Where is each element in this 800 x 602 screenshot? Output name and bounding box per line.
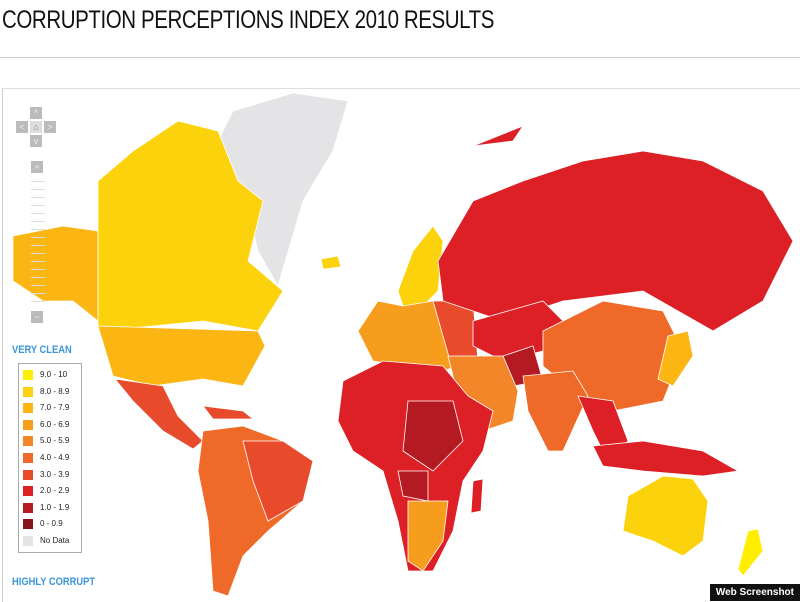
legend-item-label: No Data: [40, 536, 70, 545]
pan-right-button[interactable]: >: [44, 121, 56, 133]
zoom-slider-tick[interactable]: [31, 269, 45, 270]
divider: [0, 57, 800, 58]
region-southern-africa[interactable]: [407, 500, 449, 572]
region-central-africa[interactable]: [402, 400, 464, 472]
legend-swatch: [23, 403, 33, 414]
zoom-slider-tick[interactable]: [31, 189, 45, 190]
zoom-slider-tick[interactable]: [31, 181, 45, 182]
legend-item-label: 1.0 - 1.9: [40, 502, 70, 512]
legend-swatch: [23, 536, 33, 546]
region-india[interactable]: [522, 370, 589, 452]
region-indonesia[interactable]: [592, 440, 740, 477]
zoom-slider-tick[interactable]: [31, 237, 45, 238]
region-scandinavia[interactable]: [397, 225, 444, 312]
legend-swatch: [23, 469, 33, 480]
legend: 9.0 - 10 8.0 - 8.9 7.0 - 7.9 6.0 - 6.9 5.0 -…: [18, 363, 82, 553]
legend-item-label: 0 - 0.9: [40, 519, 63, 529]
region-japan[interactable]: [657, 330, 694, 387]
legend-highly-corrupt-label: HIGHLY CORRUPT: [12, 576, 96, 588]
zoom-slider-tick[interactable]: [31, 301, 45, 302]
zoom-slider-tick[interactable]: [31, 277, 45, 278]
world-map[interactable]: [3, 89, 800, 602]
region-madagascar[interactable]: [470, 478, 484, 514]
legend-swatch: [23, 370, 33, 380]
legend-swatch: [23, 486, 33, 497]
legend-item-label: 2.0 - 2.9: [40, 486, 70, 496]
legend-item-label: 3.0 - 3.9: [40, 469, 70, 479]
zoom-slider-tick[interactable]: [31, 229, 45, 230]
legend-very-clean-label: VERY CLEAN: [12, 344, 72, 356]
legend-item-label: 7.0 - 7.9: [40, 403, 70, 413]
legend-swatch: [23, 453, 33, 463]
legend-swatch: [23, 502, 33, 513]
legend-swatch: [23, 519, 33, 530]
zoom-slider-tick[interactable]: [31, 285, 45, 286]
region-new-zealand[interactable]: [737, 528, 764, 577]
legend-swatch: [23, 386, 33, 397]
zoom-slider-tick[interactable]: [31, 221, 45, 222]
map-frame[interactable]: ^ < ⌂ > v + −: [2, 88, 800, 602]
pan-up-button[interactable]: ^: [30, 107, 42, 119]
web-screenshot-badge: Web Screenshot: [709, 584, 800, 601]
zoom-slider-tick[interactable]: [31, 253, 45, 254]
legend-item-label: 6.0 - 6.9: [40, 419, 70, 429]
region-alaska[interactable]: [12, 225, 99, 322]
zoom-in-button[interactable]: +: [31, 161, 43, 173]
zoom-slider-tick[interactable]: [31, 213, 45, 214]
zoom-slider-tick[interactable]: [31, 197, 45, 198]
region-usa[interactable]: [97, 325, 266, 387]
home-icon[interactable]: ⌂: [30, 121, 42, 133]
legend-item-label: 4.0 - 4.9: [40, 453, 70, 462]
pan-down-button[interactable]: v: [30, 135, 42, 147]
legend-swatch: [23, 436, 33, 447]
page-title: CORRUPTION PERCEPTIONS INDEX 2010 RESULT…: [2, 6, 495, 34]
region-iceland[interactable]: [320, 255, 342, 270]
legend-swatch: [23, 419, 33, 430]
legend-item-label: 9.0 - 10: [40, 370, 68, 379]
zoom-slider-tick[interactable]: [31, 261, 45, 262]
zoom-slider-tick[interactable]: [31, 293, 45, 294]
legend-item-label: 5.0 - 5.9: [40, 436, 70, 446]
region-brazil[interactable]: [242, 440, 314, 522]
region-australia[interactable]: [622, 475, 709, 557]
pan-left-button[interactable]: <: [16, 121, 28, 133]
region-mexico[interactable]: [114, 378, 204, 450]
region-russia[interactable]: [437, 150, 794, 332]
zoom-out-button[interactable]: −: [31, 311, 43, 323]
region-russia-islands[interactable]: [472, 125, 525, 147]
zoom-slider-tick[interactable]: [31, 205, 45, 206]
zoom-slider-tick[interactable]: [31, 245, 45, 246]
legend-item-label: 8.0 - 8.9: [40, 386, 70, 396]
region-caribbean[interactable]: [202, 405, 255, 420]
